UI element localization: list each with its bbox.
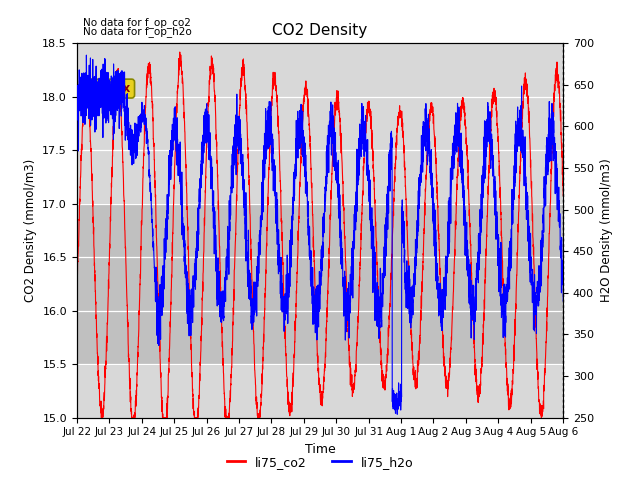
X-axis label: Time: Time: [305, 443, 335, 456]
Legend: li75_co2, li75_h2o: li75_co2, li75_h2o: [221, 451, 419, 474]
Y-axis label: H2O Density (mmol/m3): H2O Density (mmol/m3): [600, 158, 612, 302]
Title: CO2 Density: CO2 Density: [273, 23, 367, 38]
Text: No data for f_op_co2: No data for f_op_co2: [83, 17, 191, 28]
Text: VR_flux: VR_flux: [83, 82, 132, 95]
Text: No data for f_op_h2o: No data for f_op_h2o: [83, 26, 192, 37]
Y-axis label: CO2 Density (mmol/m3): CO2 Density (mmol/m3): [24, 159, 36, 302]
Bar: [77, 204, 563, 364]
